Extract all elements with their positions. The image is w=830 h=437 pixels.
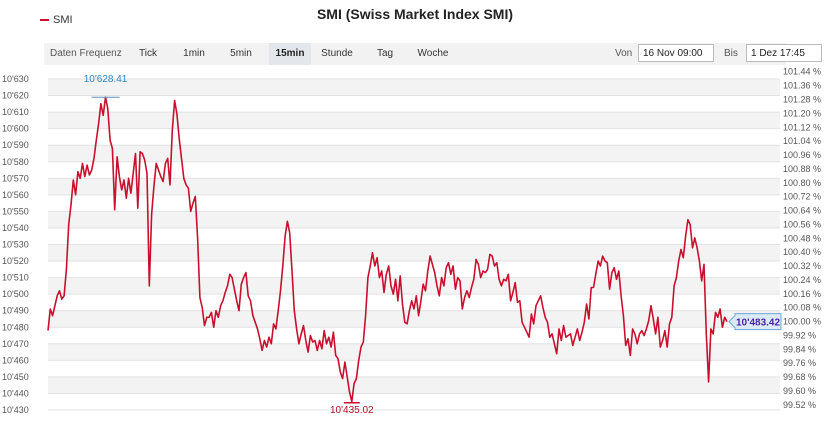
- y-tick-label: 10'520: [2, 256, 29, 266]
- y-tick-label: 10'470: [2, 339, 29, 349]
- frequency-tag-button[interactable]: Tag: [364, 43, 406, 65]
- grid-band: [48, 343, 780, 361]
- grid-band: [48, 310, 780, 328]
- y2-tick-label: 100.80 %: [783, 178, 821, 188]
- y-tick-label: 10'430: [2, 405, 29, 415]
- y-tick-label: 10'540: [2, 223, 29, 233]
- y2-tick-label: 101.12 %: [783, 122, 821, 132]
- frequency-woche-button[interactable]: Woche: [412, 43, 454, 65]
- grid-band: [48, 376, 780, 394]
- y-tick-label: 10'600: [2, 124, 29, 134]
- grid-band: [48, 112, 780, 129]
- to-label: Bis: [724, 48, 738, 59]
- legend-label: SMI: [53, 14, 73, 26]
- frequency-tick-button[interactable]: Tick: [127, 43, 169, 65]
- frequency-stunde-button[interactable]: Stunde: [316, 43, 358, 65]
- y2-tick-label: 100.16 %: [783, 289, 821, 299]
- y2-tick-label: 99.68 %: [783, 372, 816, 382]
- y2-tick-label: 100.08 %: [783, 303, 821, 313]
- grid-band: [48, 178, 780, 195]
- grid-band: [48, 277, 780, 295]
- y-tick-label: 10'590: [2, 140, 29, 150]
- y2-tick-label: 100.00 %: [783, 317, 821, 327]
- y-tick-label: 10'490: [2, 306, 29, 316]
- series-line-smi[interactable]: [47, 96, 728, 403]
- frequency-5min-button[interactable]: 5min: [220, 43, 262, 65]
- last-value-callout: [728, 313, 782, 331]
- y2-tick-label: 99.52 %: [783, 400, 816, 410]
- from-label: Von: [615, 48, 633, 59]
- grid-band: [48, 211, 780, 228]
- y-tick-label: 10'510: [2, 273, 29, 283]
- y2-tick-label: 99.84 %: [783, 344, 816, 354]
- y-tick-label: 10'550: [2, 206, 29, 216]
- y2-tick-label: 101.04 %: [783, 136, 821, 146]
- y-tick-label: 10'450: [2, 372, 29, 382]
- y-tick-label: 10'610: [2, 107, 29, 117]
- y2-tick-label: 100.64 %: [783, 206, 821, 216]
- grid-band: [48, 79, 780, 96]
- y-tick-label: 10'440: [2, 388, 29, 398]
- last-value-label: 10'483.42: [736, 318, 781, 329]
- y-tick-label: 10'530: [2, 240, 29, 250]
- y2-tick-label: 99.76 %: [783, 358, 816, 368]
- y2-tick-label: 100.24 %: [783, 275, 821, 285]
- y-tick-label: 10'620: [2, 91, 29, 101]
- frequency-toolbar: Daten Frequenz Tick 1min 5min 15min Stun…: [44, 43, 822, 65]
- y2-tick-label: 101.28 %: [783, 95, 821, 105]
- y2-tick-label: 100.88 %: [783, 164, 821, 174]
- y-tick-label: 10'560: [2, 190, 29, 200]
- y-tick-label: 10'460: [2, 355, 29, 365]
- y2-tick-label: 101.20 %: [783, 108, 821, 118]
- frequency-label: Daten Frequenz: [50, 48, 122, 59]
- y-tick-label: 10'630: [2, 74, 29, 84]
- y-tick-label: 10'480: [2, 322, 29, 332]
- y2-tick-label: 100.40 %: [783, 247, 821, 257]
- grid-band: [48, 145, 780, 162]
- y-tick-label: 10'500: [2, 289, 29, 299]
- from-date-input[interactable]: [638, 44, 714, 62]
- y2-tick-label: 101.36 %: [783, 81, 821, 91]
- max-label: 10'628.41: [84, 74, 128, 85]
- y2-tick-label: 100.56 %: [783, 219, 821, 229]
- frequency-15min-button[interactable]: 15min: [269, 43, 311, 65]
- min-label: 10'435.02: [330, 405, 374, 416]
- y2-tick-label: 100.96 %: [783, 150, 821, 160]
- y2-tick-label: 100.32 %: [783, 261, 821, 271]
- to-date-input[interactable]: [746, 44, 822, 62]
- y2-tick-label: 101.44 %: [783, 67, 821, 77]
- legend-swatch: [40, 19, 49, 21]
- y-tick-label: 10'570: [2, 173, 29, 183]
- frequency-1min-button[interactable]: 1min: [173, 43, 215, 65]
- y-tick-label: 10'580: [2, 157, 29, 167]
- grid-band: [48, 244, 780, 262]
- legend[interactable]: SMI: [40, 14, 73, 26]
- y2-tick-label: 100.72 %: [783, 192, 821, 202]
- y2-tick-label: 100.48 %: [783, 233, 821, 243]
- chart-title: SMI (Swiss Market Index SMI): [316, 6, 514, 22]
- y2-tick-label: 99.92 %: [783, 330, 816, 340]
- y2-tick-label: 99.60 %: [783, 386, 816, 396]
